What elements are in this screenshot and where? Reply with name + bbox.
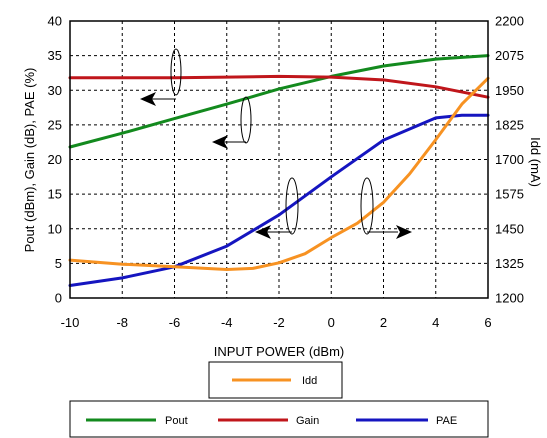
arrow-left-icon: [140, 92, 156, 106]
x-tick-labels: -10 -8 -6 -4 -2 0 2 4 6: [61, 315, 492, 330]
legend-label-pout: Pout: [165, 415, 188, 427]
series-line-idd: [68, 76, 490, 271]
y2-tick-label: 1825: [495, 117, 524, 132]
series-lines: [68, 54, 490, 287]
y-tick-label: 30: [48, 83, 62, 98]
y-tick-labels: 0 5 10 15 20 25 30 35 40: [48, 14, 62, 306]
annotation-ellipse-idd: [360, 177, 374, 235]
y-tick-label: 5: [55, 256, 62, 271]
series-line-pae: [68, 113, 490, 287]
y2-tick-label: 2075: [495, 48, 524, 63]
annotation-ellipse-gain: [240, 96, 252, 144]
annotation-arrowheads: [140, 92, 412, 239]
grid: [70, 21, 488, 298]
x-axis-label: INPUT POWER (dBm): [214, 344, 345, 359]
y-tick-label: 40: [48, 14, 62, 29]
y-axis-label: Pout (dBm), Gain (dB), PAE (%): [22, 68, 37, 253]
y2-tick-label: 1450: [495, 221, 524, 236]
legend-label-gain: Gain: [296, 415, 319, 427]
annotation-ellipse-pae: [285, 177, 299, 235]
y2-tick-label: 1575: [495, 187, 524, 202]
annotations: [150, 48, 398, 235]
x-tick-label: 6: [484, 315, 491, 330]
y-tick-label: 25: [48, 117, 62, 132]
y2-tick-labels: 1200 1325 1450 1575 1700 1825 1950 2075 2200: [495, 14, 524, 306]
y2-tick-label: 1950: [495, 83, 524, 98]
arrow-left-icon: [212, 135, 228, 149]
y-tick-label: 15: [48, 187, 62, 202]
x-tick-label: -4: [221, 315, 233, 330]
x-tick-label: 2: [380, 315, 387, 330]
annotation-ellipse-pout: [170, 48, 182, 96]
y-tick-label: 0: [55, 291, 62, 306]
y2-tick-label: 1200: [495, 291, 524, 306]
x-tick-label: -8: [116, 315, 128, 330]
plot-frame: [69, 20, 489, 299]
series-line-pout: [68, 54, 490, 149]
y2-tick-label: 2200: [495, 14, 524, 29]
series-line-gain: [68, 74, 490, 99]
y-tick-label: 35: [48, 48, 62, 63]
y2-axis-label: Idd (mA): [528, 137, 543, 187]
arrow-right-icon: [396, 225, 412, 239]
y-tick-label: 20: [48, 152, 62, 167]
y-tick-label: 10: [48, 221, 62, 236]
x-tick-label: -2: [273, 315, 285, 330]
legend-label-pae: PAE: [436, 415, 457, 427]
x-tick-label: -10: [61, 315, 80, 330]
y2-tick-label: 1325: [495, 256, 524, 271]
legend-label-idd: Idd: [302, 375, 317, 387]
y2-tick-label: 1700: [495, 152, 524, 167]
x-tick-label: -6: [169, 315, 181, 330]
arrow-left-icon: [255, 225, 271, 239]
x-tick-label: 4: [432, 315, 439, 330]
x-tick-label: 0: [328, 315, 335, 330]
